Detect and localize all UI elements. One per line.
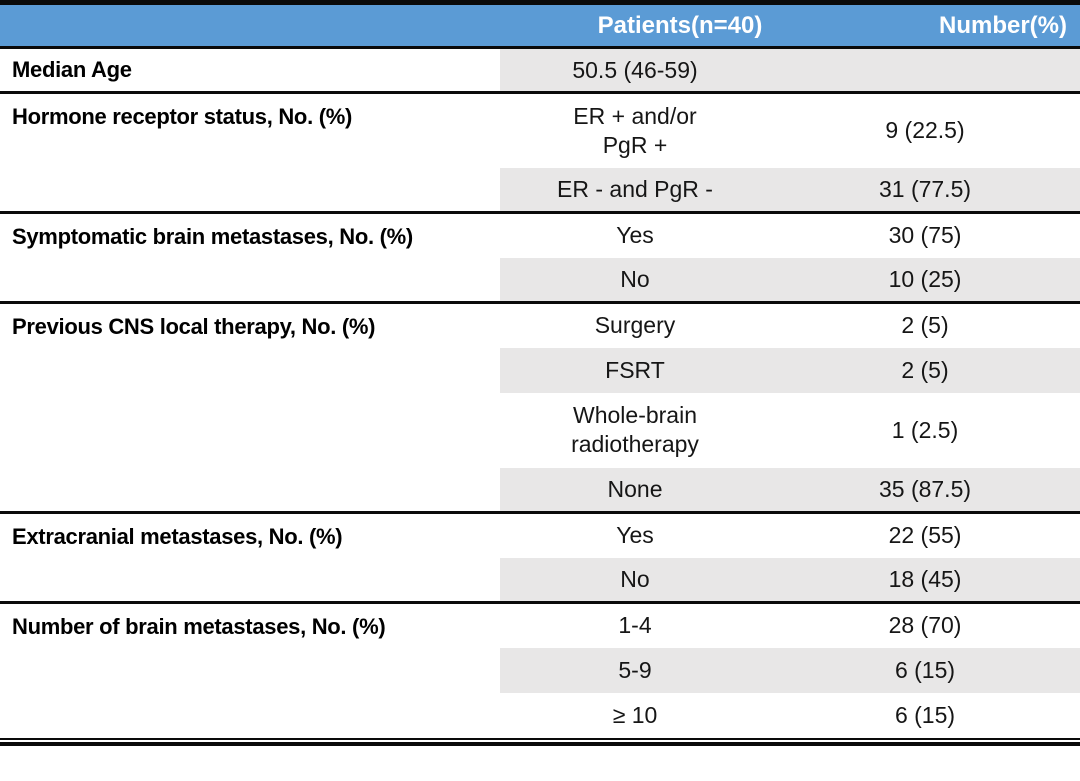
number-cell: 31 (77.5) [770, 167, 1080, 213]
header-patients-label: Patients(n=40) [597, 11, 763, 39]
group-label-number-of-brain-metastases: Number of brain metastases, No. (%) [0, 601, 500, 738]
group-label-previous-cns-local-therapy: Previous CNS local therapy, No. (%) [0, 301, 500, 513]
header-number-label: Number(%) [938, 11, 1067, 39]
table-header-row: Patients(n=40) Number(%) [0, 2, 1080, 48]
value-cell: Yes [500, 511, 770, 558]
value-cell: ER - and PgR - [500, 167, 770, 213]
table-row: No 10 (25) [0, 257, 1080, 303]
value-cell: ≥ 10 [612, 701, 658, 728]
number-cell: 2 (5) [770, 347, 1080, 393]
bottom-border-thin-line [0, 737, 1080, 740]
bottom-border-gap [0, 739, 1080, 742]
value-cell: ER + and/or PgR + [500, 91, 770, 168]
table-row: ≥ 10 6 (15) [0, 693, 1080, 738]
table-row: Previous CNS local therapy, No. (%) Surg… [0, 301, 1080, 513]
number-cell: 6 (15) [770, 647, 1080, 693]
table-row: No 18 (45) [0, 557, 1080, 603]
value-cell: FSRT [500, 347, 770, 393]
row-label: Median Age [0, 46, 500, 93]
value-cell: None [500, 467, 770, 513]
group-label-extracranial-metastases: Extracranial metastases, No. (%) [0, 511, 500, 603]
table-row: FSRT 2 (5) [0, 347, 1080, 393]
group-label-hormone-receptor-status: Hormone receptor status, No. (%) [0, 91, 500, 213]
number-cell: 22 (55) [770, 511, 1080, 558]
header-cell-patients: Patients(n=40) [500, 3, 770, 48]
value-cell: 5-9 [500, 647, 770, 693]
value-cell: Whole-brain radiotherapy [571, 402, 699, 457]
table-row: Extracranial metastases, No. (%) Yes 22 … [0, 511, 1080, 603]
table-row: 5-9 6 (15) [0, 647, 1080, 693]
table-row: Number of brain metastases, No. (%) 1-4 … [0, 601, 1080, 738]
value-cell: No [500, 557, 770, 603]
table-row: Hormone receptor status, No. (%) ER + an… [0, 91, 1080, 213]
value-cell: Yes [500, 211, 770, 258]
group-label-symptomatic-brain-metastases: Symptomatic brain metastases, No. (%) [0, 211, 500, 303]
number-cell: 30 (75) [770, 211, 1080, 258]
number-cell: 18 (45) [770, 557, 1080, 603]
table-row: ER - and PgR - 31 (77.5) [0, 167, 1080, 213]
number-cell: 10 (25) [770, 257, 1080, 303]
table-row-median-age: Median Age 50.5 (46-59) [0, 46, 1080, 93]
bottom-border-thick-line [0, 741, 1080, 746]
header-cell-empty [0, 3, 500, 48]
table-row: None 35 (87.5) [0, 467, 1080, 513]
number-cell: 28 (70) [770, 601, 1080, 648]
table-row: Whole-brain radiotherapy 1 (2.5) [0, 393, 1080, 468]
value-cell: 1-4 [500, 601, 770, 648]
number-cell: 35 (87.5) [770, 467, 1080, 513]
number-cell: 2 (5) [770, 301, 1080, 348]
number-cell: 9 (22.5) [770, 91, 1080, 168]
value-cell: 50.5 (46-59) [500, 46, 770, 93]
patient-characteristics-table: Patients(n=40) Number(%) Median Age 50.5… [0, 0, 1080, 738]
value-cell: Surgery [500, 301, 770, 348]
value-cell: No [500, 257, 770, 303]
number-cell [770, 46, 1080, 93]
header-cell-number: Number(%) [770, 3, 1080, 48]
number-cell: 6 (15) [894, 701, 956, 728]
table-row: Symptomatic brain metastases, No. (%) Ye… [0, 211, 1080, 303]
number-cell: 1 (2.5) [891, 416, 959, 443]
table-bottom-border [0, 737, 1080, 746]
